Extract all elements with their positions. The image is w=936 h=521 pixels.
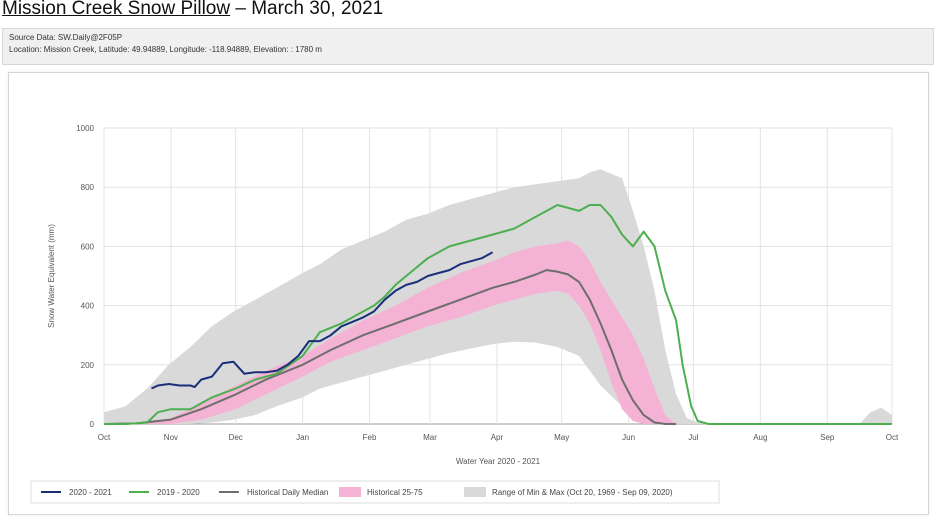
- x-tick-label: Nov: [164, 433, 178, 442]
- x-tick-label: May: [554, 433, 569, 442]
- y-tick-label: 200: [81, 361, 95, 370]
- legend-frame: [30, 480, 720, 504]
- x-tick-label: Oct: [886, 433, 899, 442]
- legend-item-label: 2019 - 2020: [157, 488, 200, 497]
- y-tick-label: 600: [81, 242, 95, 251]
- legend: 2020 - 2021 2019 - 2020 Historical Daily M…: [30, 480, 720, 504]
- series-layer: [103, 169, 892, 425]
- swe-chart: 0 200 400 600 800 1000 Oct Nov Dec Jan Feb Mar Apr Ma…: [30, 124, 899, 504]
- series-line-2019-2020: [104, 204, 892, 425]
- series-line-2020-2021: [151, 251, 494, 390]
- station-link[interactable]: Mission Creek Snow Pillow: [2, 0, 231, 19]
- x-tick-label: Mar: [423, 433, 437, 442]
- legend-item-label: Range of Min & Max (Oct 20, 1969 - Sep 0…: [492, 488, 673, 497]
- x-tick-label: Apr: [491, 433, 504, 442]
- x-tick-label: Jul: [688, 433, 698, 442]
- source-data-text: Source Data: SW.Daily@2F05P: [9, 33, 123, 42]
- x-tick-label: Oct: [98, 433, 111, 442]
- x-tick-label: Sep: [820, 433, 835, 442]
- y-tick-label: 0: [90, 420, 95, 429]
- legend-item-label: Historical 25-75: [367, 488, 423, 497]
- legend-item-label: 2020 - 2021: [69, 488, 112, 497]
- x-tick-label: Jun: [622, 433, 635, 442]
- band-historical: [104, 240, 677, 424]
- page-title: Mission Creek Snow Pillow – March 30, 20…: [2, 0, 383, 20]
- y-tick-label: 1000: [76, 124, 94, 133]
- location-text: Location: Mission Creek, Latitude: 49.94…: [9, 45, 322, 54]
- x-tick-label: Feb: [363, 433, 377, 442]
- chart-card: 0 200 400 600 800 1000 Oct Nov Dec Jan Feb Mar Apr Ma…: [8, 72, 929, 515]
- x-tick-label: Dec: [229, 433, 243, 442]
- legend-item-label: Historical Daily Median: [247, 488, 328, 497]
- axis-layer: 0 200 400 600 800 1000 Oct Nov Dec Jan Feb Mar Apr Ma…: [76, 124, 899, 442]
- y-tick-label: 400: [81, 302, 95, 311]
- y-tick-label: 800: [81, 183, 95, 192]
- page-title-date: – March 30, 2021: [230, 0, 384, 19]
- x-axis-label: Water Year 2020 - 2021: [456, 457, 541, 466]
- legend-swatch-box: [339, 487, 361, 497]
- x-tick-label: Aug: [753, 433, 767, 442]
- x-tick-label: Jan: [296, 433, 309, 442]
- legend-swatch-box: [464, 487, 486, 497]
- series-line-historical-daily-median: [103, 269, 677, 425]
- y-axis-label: Snow Water Equivalent (mm): [47, 224, 56, 328]
- source-info-panel: Source Data: SW.Daily@2F05P Location: Mi…: [2, 28, 934, 65]
